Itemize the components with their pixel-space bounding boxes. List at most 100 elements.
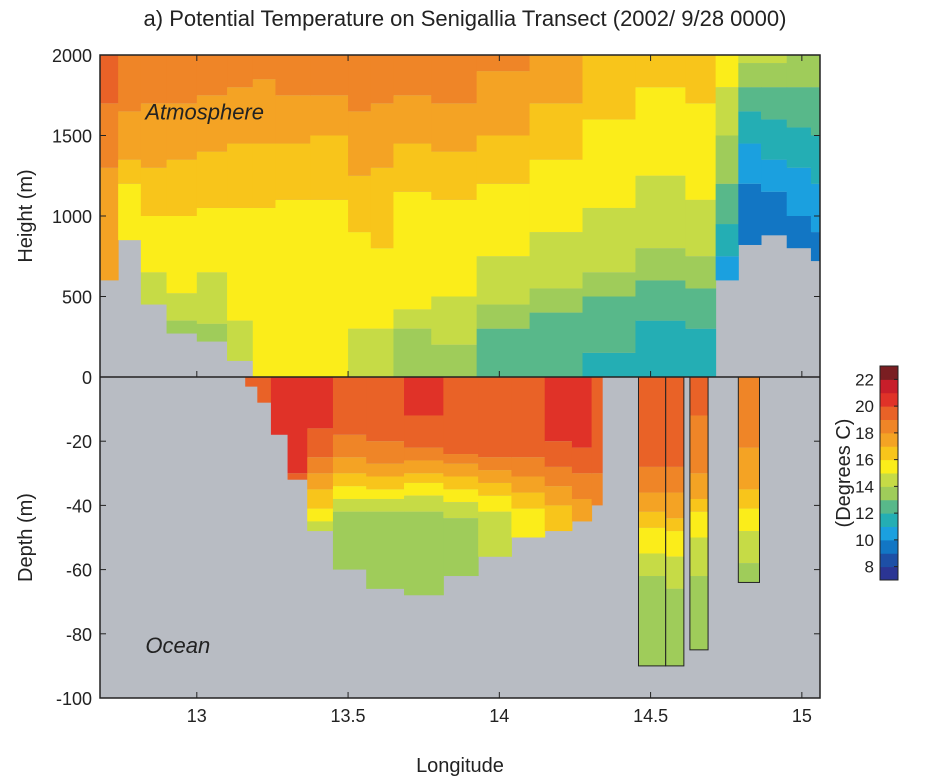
depth-tick-label: -100 <box>56 689 92 709</box>
atmosphere-band <box>761 119 788 160</box>
atmosphere-band <box>140 103 168 168</box>
atmosphere-band <box>310 135 349 200</box>
atmosphere-band <box>166 55 198 104</box>
ocean-column-band <box>689 511 709 538</box>
atmosphere-band <box>738 143 762 184</box>
atmosphere-band <box>685 256 717 289</box>
ocean-band <box>366 489 405 499</box>
ocean-band <box>404 495 444 512</box>
depth-tick-label: -40 <box>66 496 92 516</box>
ocean-band <box>511 476 546 493</box>
atmosphere-band <box>166 320 198 334</box>
ocean-column-band <box>665 556 684 589</box>
atmosphere-band <box>738 55 762 64</box>
ocean-column-band <box>665 466 684 493</box>
depth-tick-label: -20 <box>66 432 92 452</box>
atmosphere-band <box>196 272 228 324</box>
ocean-band <box>478 470 512 483</box>
ocean-band <box>591 473 603 506</box>
ocean-band <box>307 473 334 490</box>
ocean-column-band <box>738 447 760 490</box>
x-tick-label: 13.5 <box>331 706 366 726</box>
ocean-band <box>245 377 258 387</box>
atmosphere-band <box>431 103 478 152</box>
ocean-band <box>511 508 546 538</box>
colorbar-tick-label: 16 <box>855 451 874 470</box>
atmosphere-band <box>761 159 788 192</box>
colorbar-swatch <box>880 526 898 541</box>
atmosphere-band <box>786 87 812 128</box>
ocean-column-band <box>689 473 709 499</box>
ocean-column-band <box>638 511 666 528</box>
atmosphere-band <box>715 256 739 281</box>
colorbar-frame <box>879 365 899 581</box>
atmosphere-band <box>252 79 276 144</box>
atmosphere-band <box>227 87 254 144</box>
ocean-band <box>443 476 479 490</box>
atmosphere-band <box>582 207 636 273</box>
colorbar-tick-label: 22 <box>855 370 874 389</box>
colorbar-tick-label: 20 <box>855 397 874 416</box>
depth-tick-label: 0 <box>82 368 92 388</box>
atmosphere-band <box>476 304 531 329</box>
colorbar-swatch <box>880 473 898 487</box>
colorbar-tick-label: 12 <box>855 504 874 523</box>
x-tick-label: 14 <box>489 706 509 726</box>
atmosphere-band <box>635 55 686 88</box>
atmosphere-band <box>348 232 372 329</box>
atmosphere-band <box>393 55 432 96</box>
ocean-band <box>478 377 512 458</box>
atmosphere-band <box>348 328 372 377</box>
ocean-band <box>511 492 546 509</box>
atmosphere-band <box>738 87 762 112</box>
height-tick-label: 1500 <box>52 127 92 147</box>
ocean-band <box>511 457 546 477</box>
ocean-band <box>544 377 573 442</box>
atmosphere-band <box>582 55 636 120</box>
ocean-label: Ocean <box>145 633 210 658</box>
atmosphere-band <box>761 87 788 120</box>
ocean-column-band <box>738 563 760 583</box>
atmosphere-band <box>100 167 119 281</box>
atmosphere-band <box>761 191 788 236</box>
ocean-column-band <box>689 377 709 416</box>
colorbar-label: (Degrees C) <box>833 419 855 528</box>
atmosphere-band <box>393 328 432 377</box>
contour-layers <box>100 55 820 667</box>
atmosphere-band <box>529 159 584 233</box>
atmosphere-band <box>635 175 686 249</box>
atmosphere-band <box>738 63 762 88</box>
atmosphere-band <box>761 55 788 64</box>
height-axis-label: Height (m) <box>15 169 37 262</box>
atmosphere-band <box>227 207 254 321</box>
ocean-band <box>404 447 444 461</box>
atmosphere-label: Atmosphere <box>143 99 264 124</box>
ocean-band <box>270 377 289 435</box>
atmosphere-band <box>227 143 254 208</box>
atmosphere-band <box>140 216 168 273</box>
atmosphere-band <box>715 183 739 225</box>
atmosphere-band <box>310 95 349 136</box>
atmosphere-band <box>140 55 168 104</box>
atmosphere-band <box>370 248 394 329</box>
ocean-band <box>366 511 405 589</box>
atmosphere-band <box>118 183 142 241</box>
atmosphere-band <box>227 55 254 88</box>
atmosphere-band <box>635 248 686 281</box>
ocean-column-band <box>738 489 760 509</box>
atmosphere-band <box>100 103 119 168</box>
atmosphere-band <box>370 328 394 377</box>
ocean-band <box>332 434 367 458</box>
ocean-band <box>366 498 405 512</box>
ocean-band <box>478 457 512 471</box>
atmosphere-band <box>476 256 531 305</box>
atmosphere-band <box>715 87 739 136</box>
atmosphere-band <box>582 296 636 353</box>
atmosphere-band <box>370 167 394 249</box>
ocean-band <box>478 482 512 496</box>
atmosphere-band <box>196 207 228 273</box>
colorbar-tick-label: 18 <box>855 424 874 443</box>
ocean-band <box>443 489 479 503</box>
